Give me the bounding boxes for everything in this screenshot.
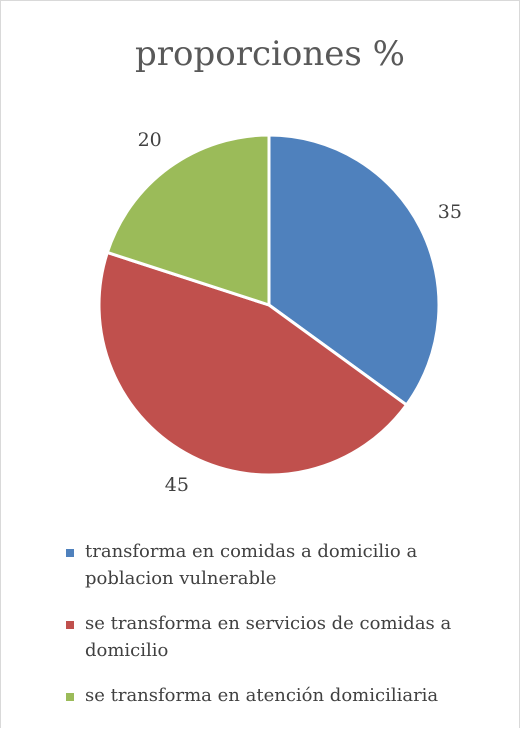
pie-chart: 35 45 20 [97,129,462,496]
data-label-2: 20 [138,129,162,151]
legend-label-2: se transforma en atención domiciliaria [85,685,439,706]
legend-item-0: transforma en comidas a domicilio a pobl… [66,538,506,592]
legend-swatch-2 [66,693,74,701]
data-label-1: 45 [165,474,189,496]
pie-slice-0 [267,133,441,408]
chart-legend: transforma en comidas a domicilio a pobl… [66,538,506,727]
legend-label-0: transforma en comidas a domicilio a pobl… [85,541,418,589]
legend-item-1: se transforma en servicios de comidas a … [66,610,506,664]
pie-slice-1 [97,250,409,477]
legend-item-2: se transforma en atención domiciliaria [66,682,506,709]
pie-slice-2 [105,133,271,308]
legend-swatch-1 [66,621,74,629]
data-label-0: 35 [438,201,462,223]
legend-swatch-0 [66,549,74,557]
legend-label-1: se transforma en servicios de comidas a … [85,613,452,661]
chart-title: proporciones % [135,34,405,74]
